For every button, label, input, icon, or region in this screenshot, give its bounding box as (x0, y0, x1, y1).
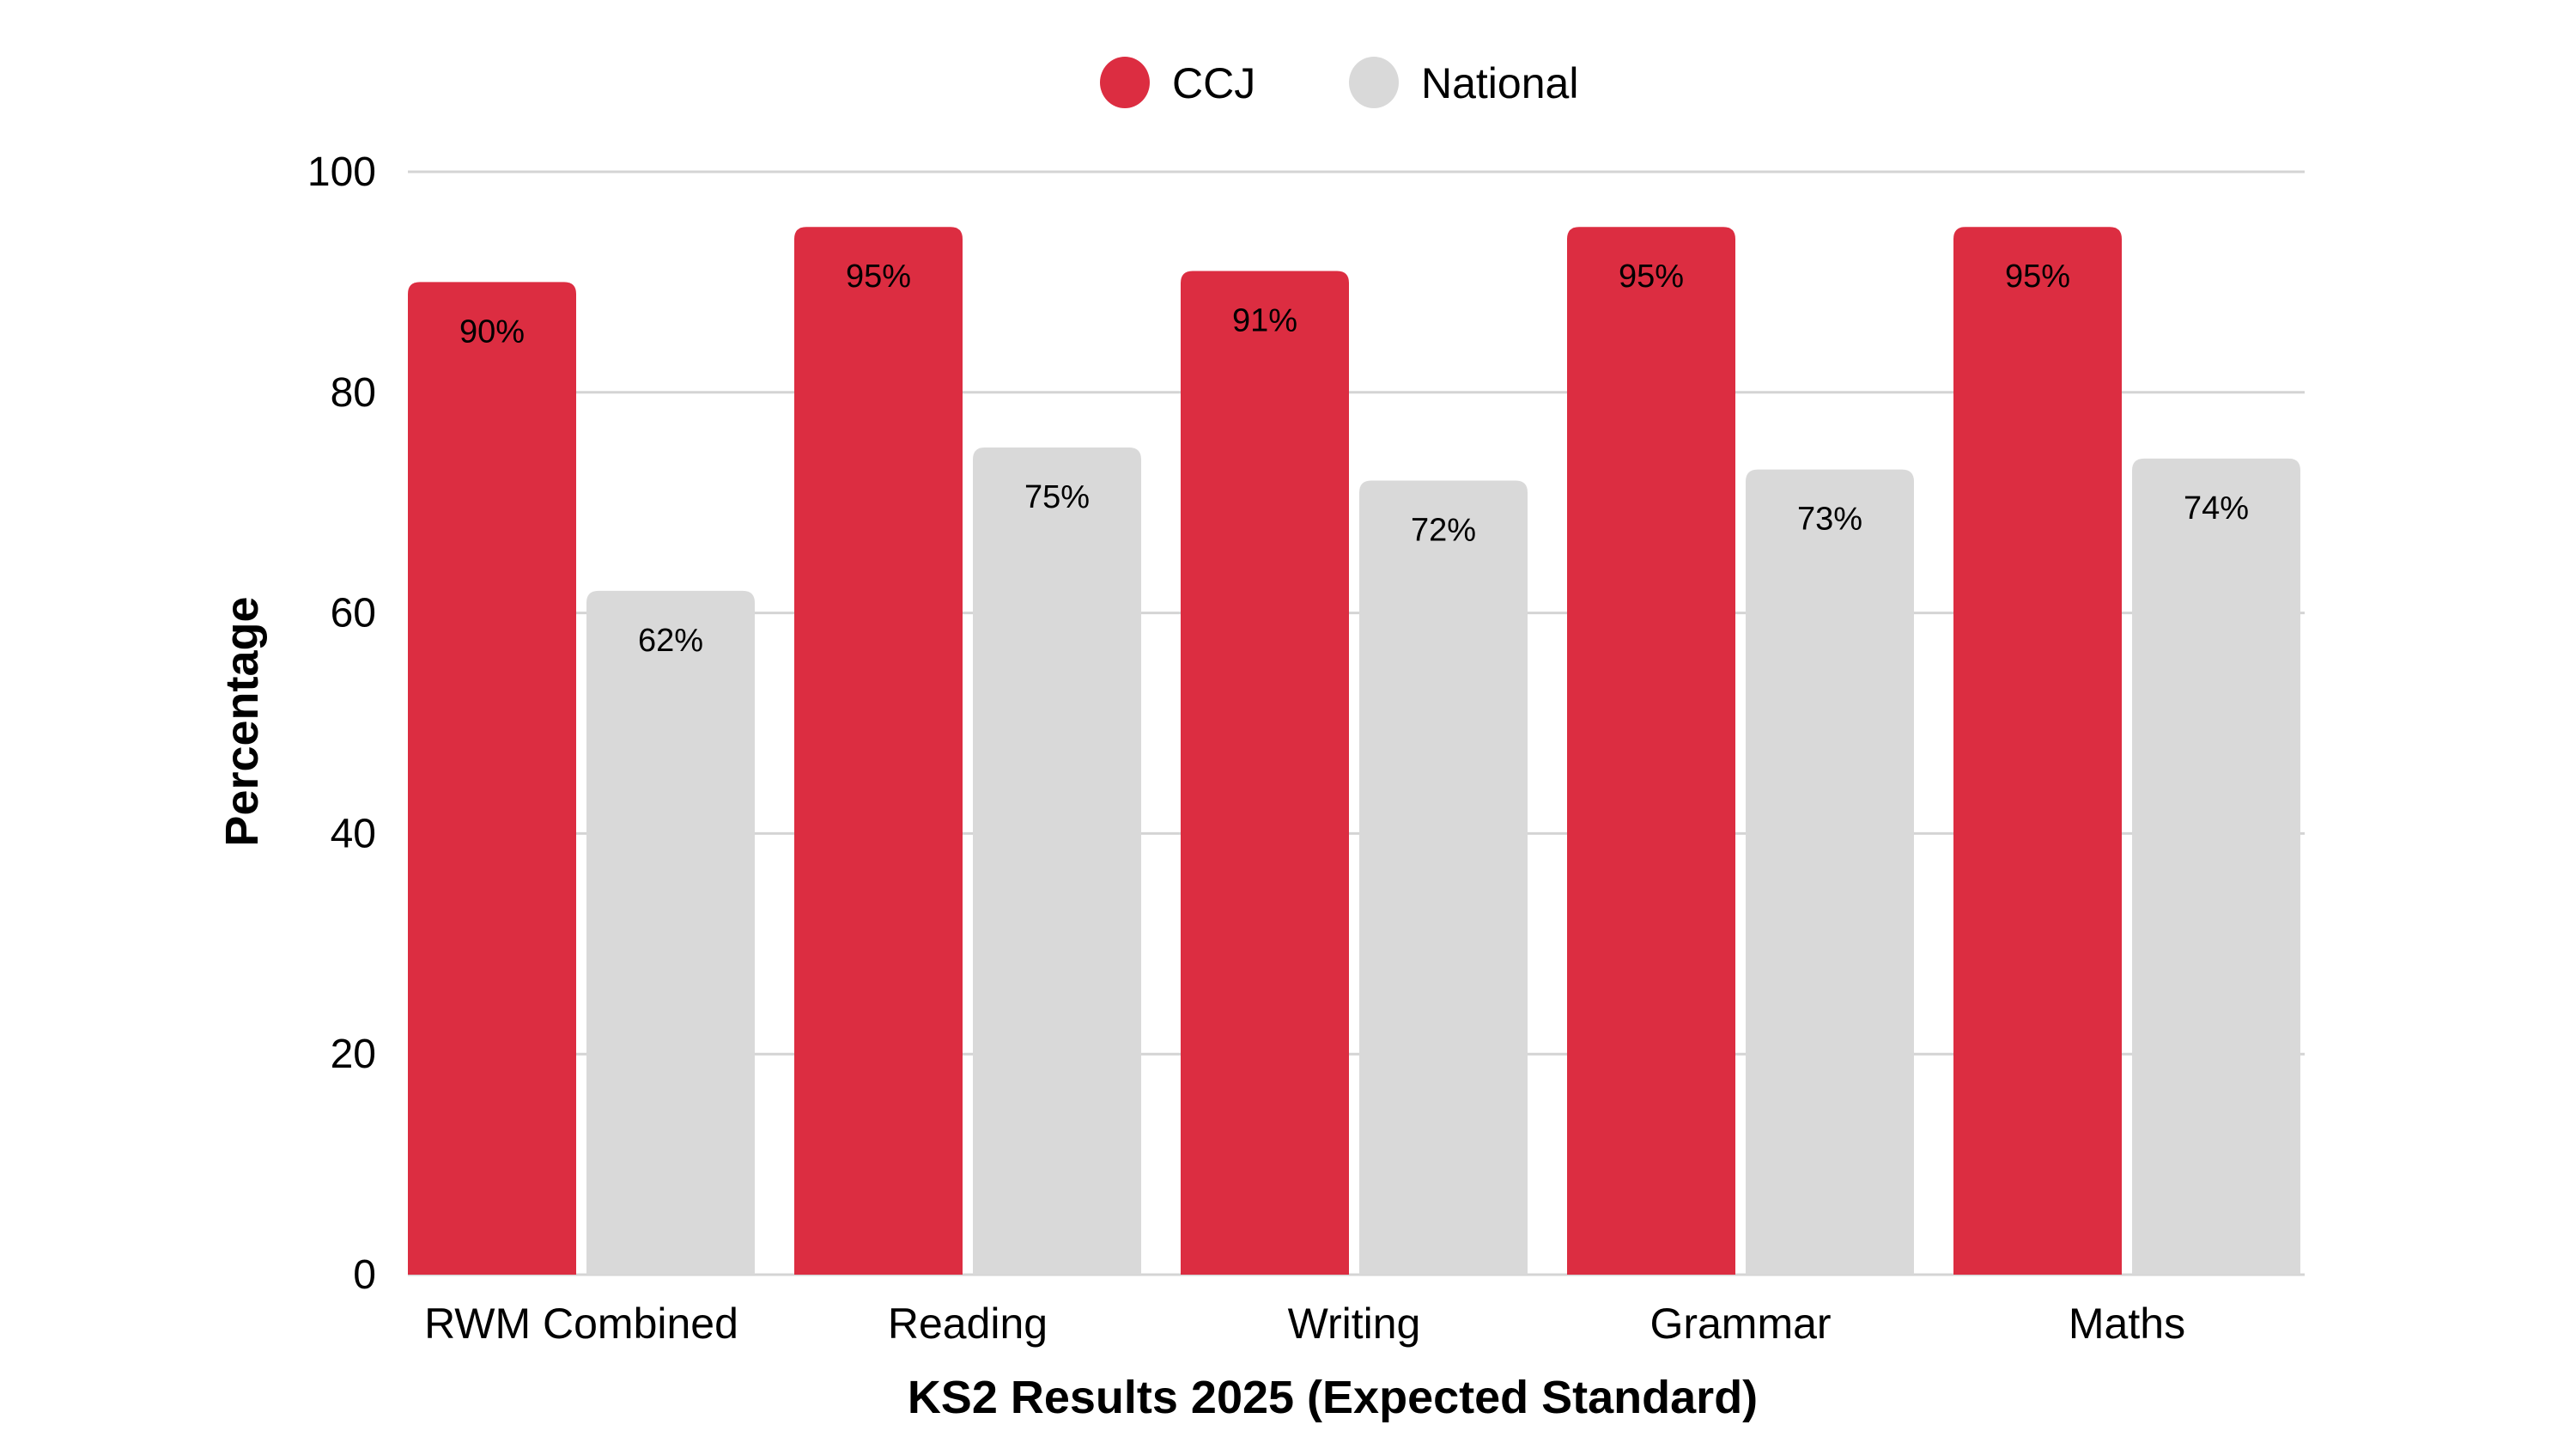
legend: CCJ National (1100, 57, 1578, 108)
x-tick-label: Maths (2069, 1300, 2185, 1348)
data-label: 91% (1232, 303, 1297, 339)
x-tick-label: Reading (888, 1300, 1048, 1348)
data-label: 72% (1411, 513, 1476, 549)
x-axis-title: KS2 Results 2025 (Expected Standard) (908, 1372, 1758, 1423)
bar-national (1746, 469, 1914, 1275)
y-tick-label: 40 (331, 811, 376, 856)
legend-label: National (1421, 59, 1578, 107)
legend-marker-ccj (1100, 57, 1150, 108)
data-label: 95% (1619, 259, 1684, 295)
y-axis-title: Percentage (216, 596, 268, 846)
x-tick-label: Grammar (1649, 1300, 1831, 1348)
data-label: 90% (459, 314, 525, 350)
bar-national (1359, 480, 1528, 1275)
x-tick-label: RWM Combined (424, 1300, 738, 1348)
legend-marker-national (1349, 57, 1399, 108)
bar-ccj (1181, 271, 1349, 1275)
bar-ccj (408, 282, 576, 1275)
y-tick-label: 60 (331, 591, 376, 636)
bar-national (973, 447, 1141, 1275)
y-axis-ticks: 0 20 40 60 80 100 (307, 149, 376, 1298)
legend-label: CCJ (1172, 59, 1255, 107)
data-label: 73% (1797, 502, 1862, 538)
data-label: 95% (2005, 259, 2070, 295)
y-tick-label: 100 (307, 149, 376, 195)
x-tick-label: Writing (1288, 1300, 1421, 1348)
y-tick-label: 20 (331, 1032, 376, 1077)
data-label: 75% (1024, 479, 1090, 515)
bar-national (586, 590, 755, 1275)
data-label: 74% (2184, 490, 2249, 527)
data-label: 62% (638, 623, 703, 659)
bars: 90% 62% 95% 75% 91% 72% 95% 73% 95% 74% (408, 227, 2300, 1275)
bar-national (2132, 458, 2300, 1275)
bar-ccj (794, 227, 963, 1275)
bar-ccj (1953, 227, 2122, 1275)
data-label: 95% (846, 259, 911, 295)
y-tick-label: 0 (353, 1252, 376, 1298)
bar-ccj (1567, 227, 1735, 1275)
x-axis-categories: RWM Combined Reading Writing Grammar Maths (424, 1300, 2185, 1348)
y-tick-label: 80 (331, 370, 376, 416)
